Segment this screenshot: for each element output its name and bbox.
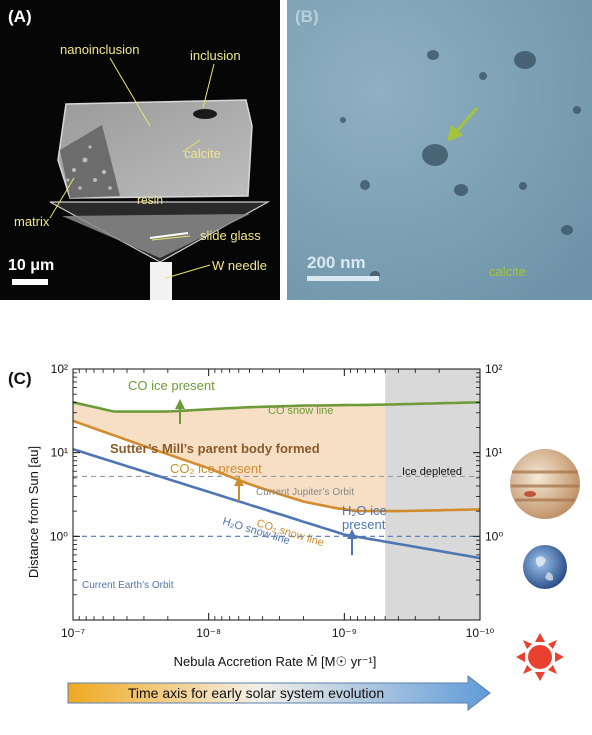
parent-body-label: Sutter’s Mill’s parent body formed: [110, 441, 320, 456]
y-tick-label-right: 10⁰: [485, 529, 503, 543]
slide-glass: [62, 214, 250, 258]
jupiter-orbit-label: Current Jupiter’s Orbit: [256, 487, 354, 498]
ice-depleted-region: [385, 369, 480, 620]
panel-b-scale-label: 200 nm: [307, 253, 366, 272]
label-slide-glass: slide glass: [200, 228, 261, 243]
w-needle: [150, 262, 172, 300]
panel-a-scale-bar: [12, 279, 48, 285]
panel-b-label: (B): [295, 7, 319, 26]
x-tick-label: 10⁻¹⁰: [466, 626, 495, 640]
label-calcite: calcite: [184, 146, 221, 161]
y-axis-title: Distance from Sun [au]: [26, 446, 41, 578]
h2o-ice-arrow: [347, 529, 357, 555]
panel-c-label: (C): [8, 369, 32, 388]
earth-illustration: [523, 545, 567, 589]
co2-ice-region-fill: [73, 402, 480, 512]
panel-c-chart: (C) 10⁻⁷ 10⁻⁸ 10⁻⁹ 10⁻¹⁰ 10⁰ 10⁰ 10¹ 10¹ 10² 10² …: [0, 352, 592, 735]
jupiter-illustration: [510, 449, 580, 519]
label-w-needle: W needle: [212, 258, 267, 273]
h2o-snow-line: [72, 447, 481, 560]
co-snow-line-label: CO snow line: [268, 405, 333, 417]
inclusion-dark: [193, 109, 217, 119]
y-tick-label: 10²: [51, 362, 68, 376]
co2-ice-present-label: CO₂ ice present: [170, 461, 262, 476]
label-matrix: matrix: [14, 214, 50, 229]
h2o-present-label: present: [342, 517, 386, 532]
x-tick-label: 10⁻⁹: [332, 626, 357, 640]
x-tick-label: 10⁻⁷: [61, 626, 85, 640]
y-tick-label-right: 10²: [485, 362, 502, 376]
co-ice-arrow: [175, 399, 185, 424]
panel-b-calcite: calcite: [489, 264, 526, 279]
panel-b-tem-image: (B) 200 nm calcite: [287, 0, 592, 300]
panel-a-label: (A): [8, 7, 32, 26]
x-axis-title: Nebula Accretion Rate Ṁ [M☉ yr⁻¹]: [174, 654, 377, 669]
x-tick-label: 10⁻⁸: [196, 626, 221, 640]
matrix-region: [60, 125, 120, 198]
time-axis-arrow: [67, 674, 491, 712]
time-axis-label: Time axis for early solar system evoluti…: [128, 685, 384, 701]
panel-b-canvas: (B) 200 nm calcite: [287, 0, 592, 300]
y-tick-label: 10¹: [51, 446, 68, 460]
co2-ice-arrow: [234, 476, 244, 501]
arrow-head: [447, 125, 463, 142]
nanoinclusion-dots: [340, 50, 581, 279]
earth-orbit-label: Current Earth’s Orbit: [82, 580, 174, 591]
panel-a-scale-label: 10 μm: [8, 257, 54, 274]
label-nanoinclusion: nanoinclusion: [60, 42, 140, 57]
panel-b-scale-bar: [307, 276, 379, 281]
label-resin: resin: [137, 193, 163, 207]
panel-a-sem-image: (A) nanoinclusion inclusion calcite resi…: [0, 0, 280, 300]
co2-snow-line: [72, 419, 481, 513]
panel-a-canvas: (A) nanoinclusion inclusion calcite resi…: [0, 0, 280, 300]
plot-frame: [72, 368, 481, 621]
y-tick-label: 10⁰: [50, 529, 68, 543]
ice-depleted-label: Ice depleted: [402, 466, 462, 478]
label-inclusion: inclusion: [190, 48, 241, 63]
y-tick-label-right: 10¹: [485, 446, 502, 460]
co-snow-line: [72, 401, 481, 413]
arrow-shaft: [453, 107, 479, 134]
sun-icon: [516, 633, 564, 681]
h2o-ice-label: H₂O ice: [342, 503, 387, 518]
co-ice-present-label: CO ice present: [128, 378, 215, 393]
